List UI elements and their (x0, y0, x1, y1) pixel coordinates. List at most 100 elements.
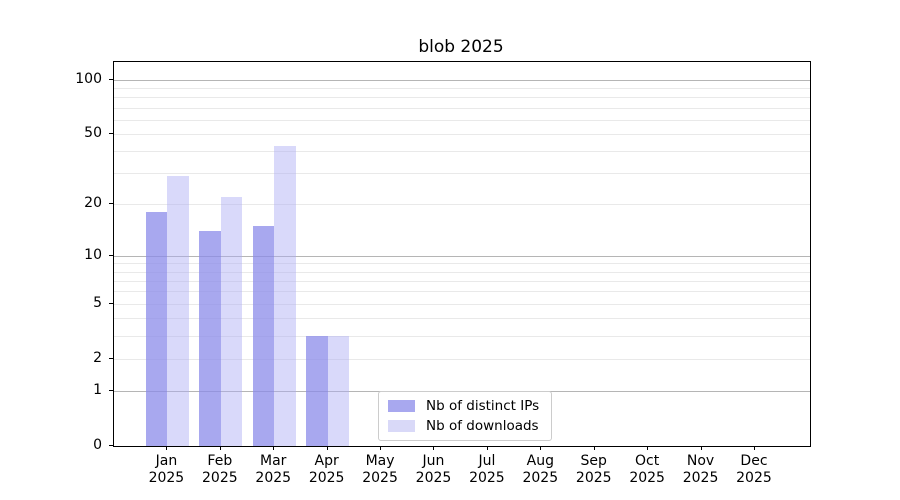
x-tick-label: Sep 2025 (562, 453, 626, 486)
x-month-label: Oct (635, 453, 660, 469)
y-axis: 0 1 2 5 10 20 50 100 (0, 61, 113, 453)
y-tick-label: 5 (93, 294, 102, 311)
x-tick-label: Dec 2025 (722, 453, 786, 486)
y-tick-mark (109, 357, 113, 359)
x-tick-mark (593, 446, 595, 450)
gridline-minor (114, 133, 810, 135)
y-tick-mark (109, 389, 113, 391)
y-tick-mark (109, 78, 113, 80)
legend-label: Nb of distinct IPs (426, 398, 540, 414)
gridline-minor (114, 358, 810, 360)
x-tick-label: Nov 2025 (669, 453, 733, 486)
legend-row: Nb of downloads (388, 418, 539, 434)
x-year-label: 2025 (682, 469, 719, 486)
x-tick-label: Feb 2025 (188, 453, 252, 486)
y-tick-mark (109, 132, 113, 134)
x-tick-label: May 2025 (348, 453, 412, 486)
x-month-label: May (365, 453, 395, 469)
gridline-minor (114, 119, 810, 121)
x-month-label: Mar (260, 453, 287, 469)
legend-swatch (388, 400, 415, 412)
x-month-label: Jan (155, 453, 178, 469)
bar-distinct-ips (252, 225, 275, 446)
y-tick-label: 0 (93, 437, 102, 453)
x-month-label: Apr (314, 453, 339, 469)
y-tick-mark (109, 445, 113, 446)
gridline-minor (114, 107, 810, 109)
x-year-label: 2025 (202, 469, 238, 486)
gridline-minor (114, 335, 810, 337)
x-tick-mark (380, 446, 382, 450)
x-tick-mark (166, 446, 168, 450)
x-tick-mark (647, 446, 649, 450)
x-tick-mark (486, 446, 488, 450)
gridline-minor (114, 173, 810, 175)
x-year-label: 2025 (469, 469, 505, 486)
gridline-minor (114, 97, 810, 99)
x-tick-label: Aug 2025 (508, 453, 572, 486)
x-tick-label: Jan 2025 (134, 453, 198, 486)
x-year-label: 2025 (308, 469, 345, 486)
x-tick-mark (753, 446, 755, 450)
bar-downloads (220, 197, 243, 446)
x-month-label: Jun (422, 453, 445, 469)
y-tick-label: 10 (84, 246, 102, 263)
y-tick-label: 50 (84, 124, 102, 141)
x-year-label: 2025 (736, 469, 772, 486)
y-tick-label: 100 (75, 70, 102, 87)
x-year-label: 2025 (362, 469, 398, 486)
gridline-minor (114, 318, 810, 320)
x-month-label: Feb (207, 453, 233, 469)
x-month-label: Jul (478, 453, 496, 469)
x-month-label: Sep (580, 453, 607, 469)
y-tick-label: 20 (84, 195, 102, 212)
gridline-minor (114, 291, 810, 293)
gridline-minor (114, 151, 810, 153)
bar-distinct-ips (199, 230, 221, 446)
x-tick-mark (700, 446, 702, 450)
x-month-label: Aug (526, 453, 554, 469)
bar-distinct-ips (145, 212, 168, 446)
x-year-label: 2025 (575, 469, 612, 486)
bar-downloads (167, 175, 189, 446)
x-year-label: 2025 (522, 469, 559, 486)
legend: Nb of distinct IPs Nb of downloads (378, 391, 553, 441)
x-month-label: Nov (686, 453, 715, 469)
gridline-minor (114, 87, 810, 89)
x-tick-mark (326, 446, 328, 450)
legend-row: Nb of distinct IPs (388, 398, 539, 414)
gridline-minor (114, 263, 810, 265)
x-tick-label: Jul 2025 (455, 453, 519, 486)
x-year-label: 2025 (255, 469, 292, 486)
x-tick-mark (433, 446, 435, 450)
gridline-major (114, 79, 810, 81)
bar-downloads (274, 145, 296, 446)
legend-label: Nb of downloads (426, 418, 539, 434)
y-tick-mark (109, 302, 113, 304)
x-tick-label: Mar 2025 (241, 453, 305, 486)
plot-area: Nb of distinct IPs Nb of downloads (113, 61, 811, 447)
x-month-label: Dec (740, 453, 768, 469)
x-tick-label: Apr 2025 (295, 453, 359, 486)
x-year-label: 2025 (629, 469, 665, 486)
y-tick-mark (109, 203, 113, 205)
x-tick-label: Oct 2025 (615, 453, 679, 486)
x-tick-label: Jun 2025 (401, 453, 465, 486)
bar-distinct-ips (306, 335, 328, 446)
y-tick-label: 2 (93, 349, 102, 366)
x-axis: Jan 2025 Feb 2025 Mar 2025 Apr 2025 May 2025 Jun 20… (113, 445, 809, 500)
x-tick-mark (219, 446, 221, 450)
gridline-minor (114, 271, 810, 273)
legend-swatch (388, 420, 415, 432)
chart-title: blob 2025 (418, 37, 504, 57)
x-year-label: 2025 (415, 469, 452, 486)
x-tick-mark (540, 446, 542, 450)
y-tick-label: 1 (93, 381, 102, 398)
gridline-major (114, 255, 810, 257)
bar-downloads (327, 335, 350, 446)
y-tick-mark (109, 254, 113, 256)
x-year-label: 2025 (148, 469, 185, 486)
x-tick-mark (273, 446, 275, 450)
gridline-minor (114, 280, 810, 282)
